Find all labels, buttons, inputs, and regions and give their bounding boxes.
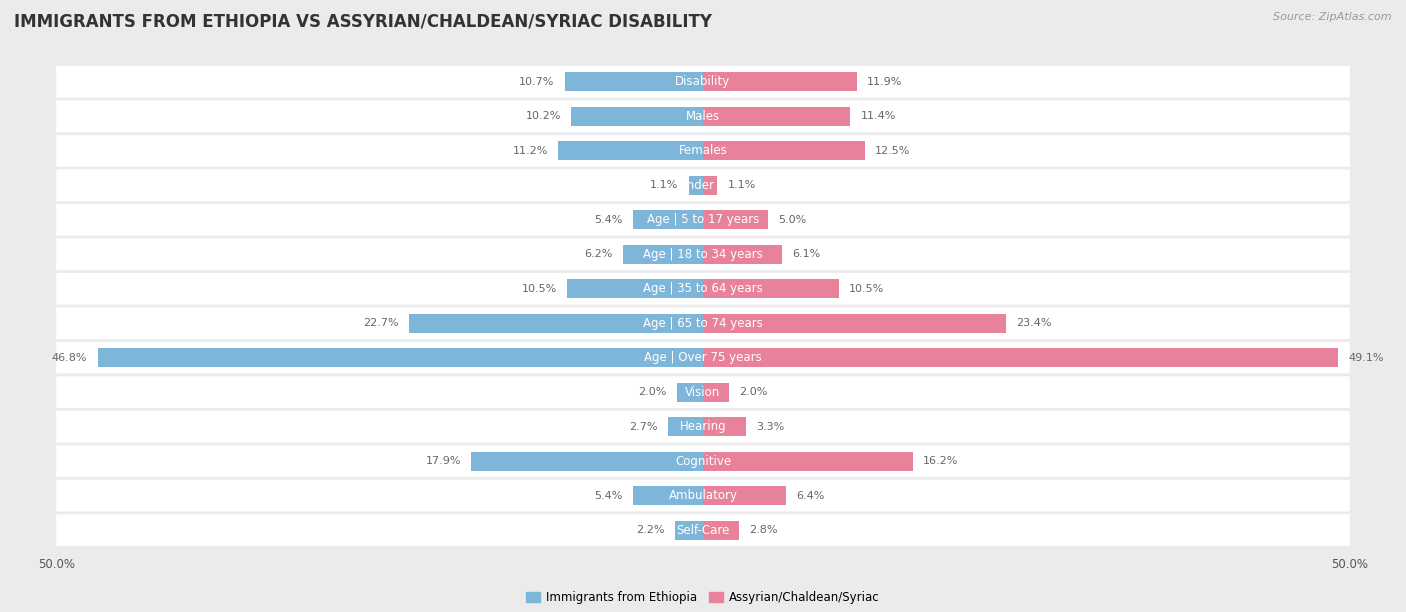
Bar xyxy=(623,245,703,264)
Text: Age | Over 75 years: Age | Over 75 years xyxy=(644,351,762,364)
FancyBboxPatch shape xyxy=(56,376,1350,408)
Bar xyxy=(689,176,703,195)
Text: 11.9%: 11.9% xyxy=(868,77,903,87)
Text: 1.1%: 1.1% xyxy=(650,181,679,190)
FancyBboxPatch shape xyxy=(56,66,1350,98)
Text: 11.4%: 11.4% xyxy=(860,111,896,121)
Text: 11.2%: 11.2% xyxy=(512,146,548,156)
Text: Cognitive: Cognitive xyxy=(675,455,731,468)
Bar xyxy=(633,486,703,505)
Text: 17.9%: 17.9% xyxy=(426,456,461,466)
Bar xyxy=(703,521,740,540)
Text: Disability: Disability xyxy=(675,75,731,88)
FancyBboxPatch shape xyxy=(56,170,1350,201)
Text: 2.7%: 2.7% xyxy=(630,422,658,431)
Bar xyxy=(703,382,728,401)
Text: Source: ZipAtlas.com: Source: ZipAtlas.com xyxy=(1274,12,1392,22)
Text: 1.1%: 1.1% xyxy=(727,181,756,190)
Bar xyxy=(567,279,703,298)
Bar xyxy=(633,211,703,230)
Text: 16.2%: 16.2% xyxy=(922,456,959,466)
Legend: Immigrants from Ethiopia, Assyrian/Chaldean/Syriac: Immigrants from Ethiopia, Assyrian/Chald… xyxy=(522,586,884,608)
Text: 23.4%: 23.4% xyxy=(1017,318,1052,328)
Text: 10.5%: 10.5% xyxy=(522,284,557,294)
Text: 2.8%: 2.8% xyxy=(749,525,778,535)
Bar xyxy=(97,348,703,367)
Bar xyxy=(703,486,786,505)
Bar xyxy=(471,452,703,471)
FancyBboxPatch shape xyxy=(56,239,1350,270)
Text: Age | 35 to 64 years: Age | 35 to 64 years xyxy=(643,282,763,295)
Text: 22.7%: 22.7% xyxy=(363,318,399,328)
Text: 6.1%: 6.1% xyxy=(792,249,821,259)
FancyBboxPatch shape xyxy=(56,480,1350,512)
Text: 5.4%: 5.4% xyxy=(595,215,623,225)
Bar xyxy=(678,382,703,401)
Text: IMMIGRANTS FROM ETHIOPIA VS ASSYRIAN/CHALDEAN/SYRIAC DISABILITY: IMMIGRANTS FROM ETHIOPIA VS ASSYRIAN/CHA… xyxy=(14,12,711,30)
Text: 5.0%: 5.0% xyxy=(778,215,806,225)
Text: 6.2%: 6.2% xyxy=(583,249,613,259)
FancyBboxPatch shape xyxy=(56,411,1350,442)
Text: 49.1%: 49.1% xyxy=(1348,353,1384,363)
Bar xyxy=(703,211,768,230)
Text: 10.2%: 10.2% xyxy=(526,111,561,121)
Text: 2.2%: 2.2% xyxy=(636,525,664,535)
Text: 5.4%: 5.4% xyxy=(595,491,623,501)
FancyBboxPatch shape xyxy=(56,100,1350,132)
Text: Males: Males xyxy=(686,110,720,123)
Bar xyxy=(703,245,782,264)
Bar xyxy=(703,72,856,91)
Text: Self-Care: Self-Care xyxy=(676,524,730,537)
Text: Vision: Vision xyxy=(685,386,721,398)
Text: Age | 5 to 17 years: Age | 5 to 17 years xyxy=(647,214,759,226)
Bar xyxy=(571,107,703,126)
Text: Ambulatory: Ambulatory xyxy=(668,489,738,502)
FancyBboxPatch shape xyxy=(56,307,1350,339)
Text: 2.0%: 2.0% xyxy=(638,387,666,397)
FancyBboxPatch shape xyxy=(56,446,1350,477)
Text: 46.8%: 46.8% xyxy=(52,353,87,363)
FancyBboxPatch shape xyxy=(56,514,1350,546)
FancyBboxPatch shape xyxy=(56,273,1350,305)
Text: Hearing: Hearing xyxy=(679,420,727,433)
Text: 3.3%: 3.3% xyxy=(756,422,785,431)
Text: Females: Females xyxy=(679,144,727,157)
Bar xyxy=(703,176,717,195)
FancyBboxPatch shape xyxy=(56,135,1350,166)
Bar xyxy=(703,107,851,126)
Bar xyxy=(668,417,703,436)
Bar xyxy=(703,452,912,471)
Bar xyxy=(703,279,839,298)
Bar xyxy=(703,314,1005,333)
Text: Age | 18 to 34 years: Age | 18 to 34 years xyxy=(643,248,763,261)
Bar xyxy=(703,141,865,160)
Text: 10.7%: 10.7% xyxy=(519,77,554,87)
Text: 10.5%: 10.5% xyxy=(849,284,884,294)
FancyBboxPatch shape xyxy=(56,204,1350,236)
Bar xyxy=(703,417,745,436)
Text: Age | 65 to 74 years: Age | 65 to 74 years xyxy=(643,317,763,330)
Bar xyxy=(558,141,703,160)
Text: 2.0%: 2.0% xyxy=(740,387,768,397)
Bar xyxy=(565,72,703,91)
Text: 6.4%: 6.4% xyxy=(796,491,824,501)
Bar xyxy=(675,521,703,540)
FancyBboxPatch shape xyxy=(56,342,1350,373)
Text: Age | Under 5 years: Age | Under 5 years xyxy=(644,179,762,192)
Bar xyxy=(703,348,1339,367)
Text: 12.5%: 12.5% xyxy=(875,146,911,156)
Bar xyxy=(409,314,703,333)
